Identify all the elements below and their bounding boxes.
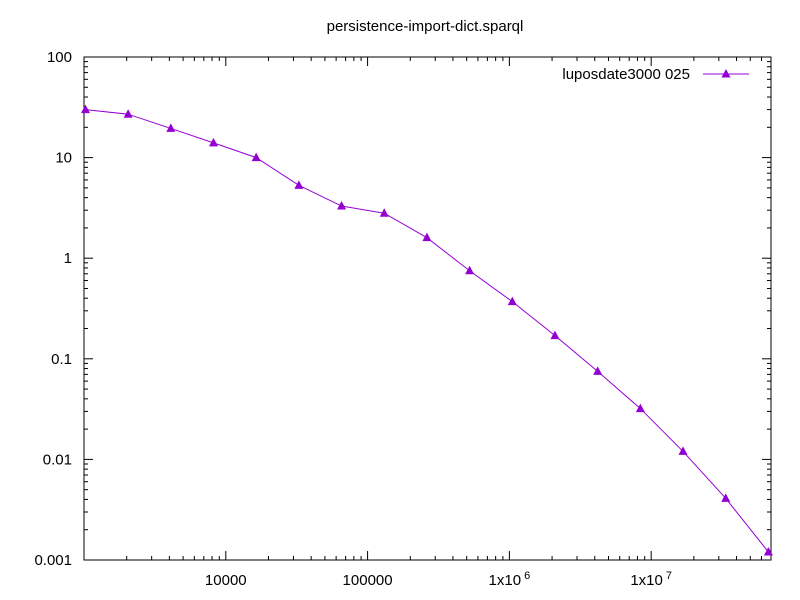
legend: luposdate3000 025 (562, 66, 749, 83)
data-point (80, 104, 90, 114)
data-point (294, 180, 304, 189)
y-tick-label: 0.001 (34, 552, 72, 569)
data-point (209, 137, 219, 147)
data-point (337, 201, 347, 210)
axis-ticks (84, 56, 771, 561)
data-point (550, 330, 560, 340)
axis-tick-labels: 100 10 1 0.1 0.01 0.001 10000 100000 1x10 6 1x10 7 (34, 49, 672, 589)
x-tick-label: 10000 (205, 572, 247, 589)
x-tick-label: 100000 (343, 572, 393, 589)
x-tick-label: 1x10 6 (489, 570, 531, 589)
data-point (166, 123, 176, 132)
chart-title: persistence-import-dict.sparql (327, 18, 524, 35)
data-point (678, 446, 688, 455)
legend-marker (721, 69, 731, 78)
data-point (251, 152, 261, 162)
data-point (379, 208, 389, 217)
y-tick-label: 0.01 (43, 451, 72, 468)
y-tick-label: 100 (47, 49, 72, 66)
y-tick-label: 1 (64, 250, 72, 267)
plot-frame (83, 56, 772, 561)
y-tick-label: 10 (55, 150, 72, 167)
y-tick-label: 0.1 (51, 351, 72, 368)
data-point (763, 547, 773, 556)
data-point (123, 109, 133, 118)
data-point (593, 366, 603, 375)
series-line (85, 109, 769, 553)
series-layer (80, 104, 773, 556)
data-point (635, 403, 645, 413)
legend-label: luposdate3000 025 (562, 66, 690, 83)
data-point (721, 493, 731, 502)
data-point (507, 296, 517, 306)
x-tick-label: 1x10 7 (630, 570, 672, 589)
data-point (422, 232, 432, 242)
data-point (465, 265, 475, 275)
